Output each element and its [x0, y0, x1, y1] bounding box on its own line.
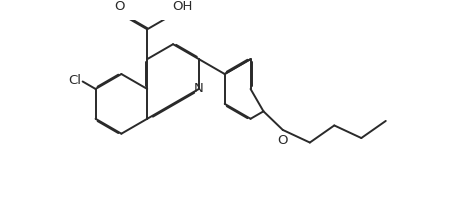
Text: O: O — [114, 0, 124, 13]
Text: N: N — [194, 82, 204, 95]
Text: Cl: Cl — [68, 74, 81, 87]
Text: O: O — [278, 134, 288, 146]
Text: OH: OH — [173, 0, 193, 14]
